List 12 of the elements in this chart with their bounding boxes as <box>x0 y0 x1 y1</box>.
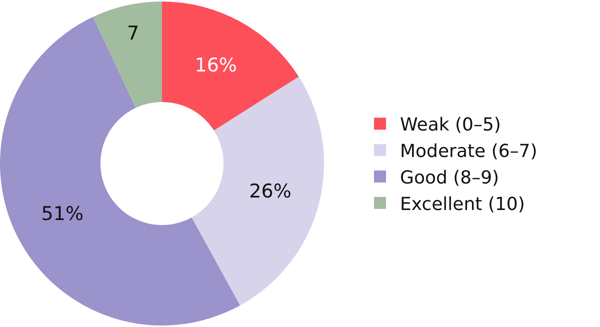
donut-slice <box>192 76 324 306</box>
data-label: 16% <box>194 54 237 77</box>
data-label: 26% <box>249 180 292 202</box>
data-label: 51% <box>41 203 84 226</box>
donut-slice <box>162 2 299 131</box>
legend-label: Excellent (10) <box>400 194 525 215</box>
data-label: 7 <box>126 22 140 45</box>
donut-slice <box>93 2 162 108</box>
legend-label: Weak (0–5) <box>400 114 501 136</box>
donut-slice <box>0 16 240 326</box>
legend-label: Good (8–9) <box>400 168 500 189</box>
legend-label: Moderate (6–7) <box>400 141 538 162</box>
